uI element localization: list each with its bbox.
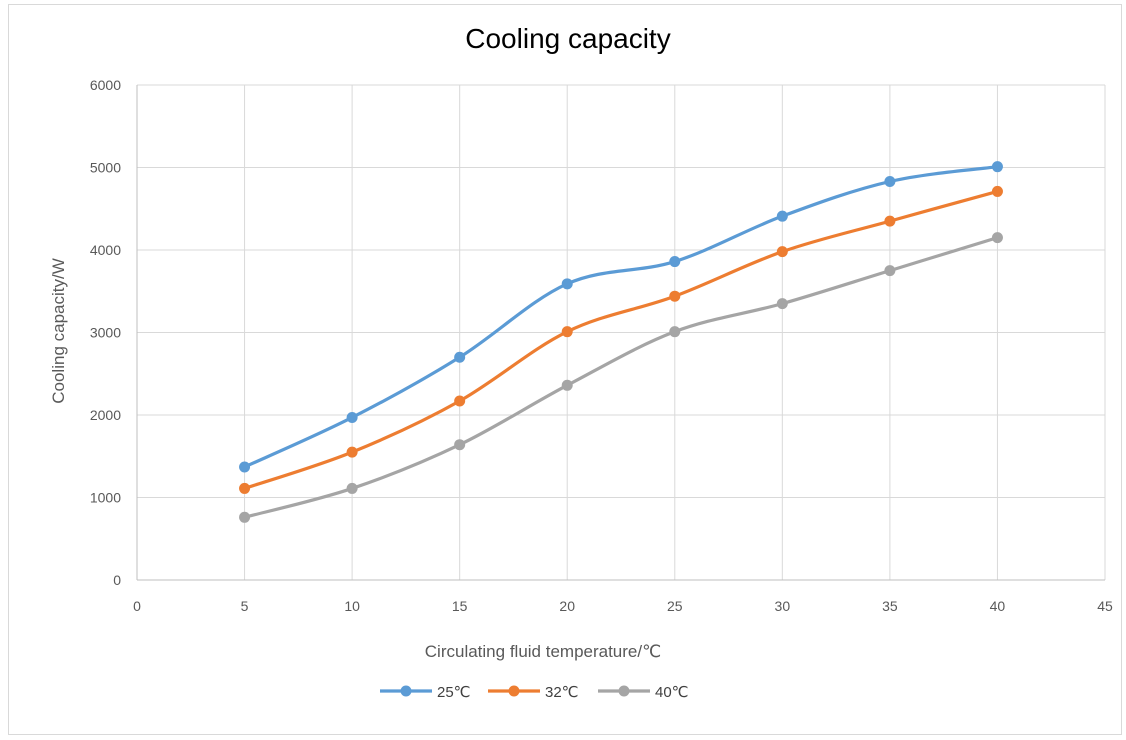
x-tick-label: 35 [882, 598, 898, 614]
data-point [776, 210, 788, 222]
legend-marker [400, 685, 412, 697]
series-line [242, 236, 1000, 519]
y-tick-label: 5000 [90, 160, 121, 176]
series-3 [239, 232, 1003, 523]
data-point [239, 482, 251, 494]
data-point [884, 265, 896, 277]
data-point [991, 232, 1003, 244]
data-point [454, 439, 466, 451]
legend-label: 40℃ [655, 684, 689, 701]
tick-labels: 0 1000 2000 3000 4000 5000 6000 0 5 10 15 20 25 30 35 4… [90, 77, 1113, 614]
legend-label: 32℃ [545, 684, 579, 701]
legend-marker [618, 685, 630, 697]
data-point [776, 298, 788, 310]
data-point [561, 326, 573, 338]
data-point [346, 446, 358, 458]
data-point [884, 215, 896, 227]
data-point [991, 185, 1003, 197]
data-point [561, 278, 573, 290]
legend-item: 40℃ [598, 684, 689, 701]
data-point [884, 176, 896, 188]
data-point [454, 395, 466, 407]
series-2 [239, 185, 1003, 494]
gridlines [136, 84, 1106, 581]
data-point [669, 256, 681, 268]
legend-label: 25℃ [437, 684, 471, 701]
x-tick-label: 0 [133, 598, 141, 614]
legend-item: 32℃ [488, 684, 579, 701]
data-point [239, 461, 251, 473]
y-tick-label: 6000 [90, 77, 121, 93]
data-point [669, 326, 681, 338]
y-tick-label: 3000 [90, 325, 121, 341]
x-tick-label: 15 [452, 598, 468, 614]
legend: 25℃ 32℃ 40℃ [380, 684, 689, 701]
data-point [454, 351, 466, 363]
x-tick-label: 25 [667, 598, 683, 614]
y-tick-label: 0 [113, 572, 121, 588]
x-axis-title: Circulating fluid temperature/℃ [425, 642, 661, 661]
chart-title: Cooling capacity [465, 23, 670, 54]
legend-item: 25℃ [380, 684, 471, 701]
x-tick-label: 20 [559, 598, 575, 614]
data-point [669, 290, 681, 302]
data-point [239, 511, 251, 523]
x-tick-label: 40 [990, 598, 1006, 614]
x-tick-label: 10 [344, 598, 360, 614]
chart-frame [8, 4, 1122, 735]
series-lines [239, 161, 1003, 523]
y-tick-label: 4000 [90, 242, 121, 258]
x-tick-label: 45 [1097, 598, 1113, 614]
y-tick-label: 1000 [90, 490, 121, 506]
x-tick-label: 5 [241, 598, 249, 614]
data-point [991, 161, 1003, 173]
x-tick-label: 30 [775, 598, 791, 614]
data-point [346, 482, 358, 494]
series-1 [239, 161, 1003, 473]
series-line [242, 189, 1000, 491]
y-axis-title: Cooling capacity/W [49, 258, 68, 404]
y-tick-label: 2000 [90, 407, 121, 423]
data-point [776, 246, 788, 258]
series-line [242, 165, 1000, 469]
data-point [561, 379, 573, 391]
legend-marker [508, 685, 520, 697]
data-point [346, 411, 358, 423]
